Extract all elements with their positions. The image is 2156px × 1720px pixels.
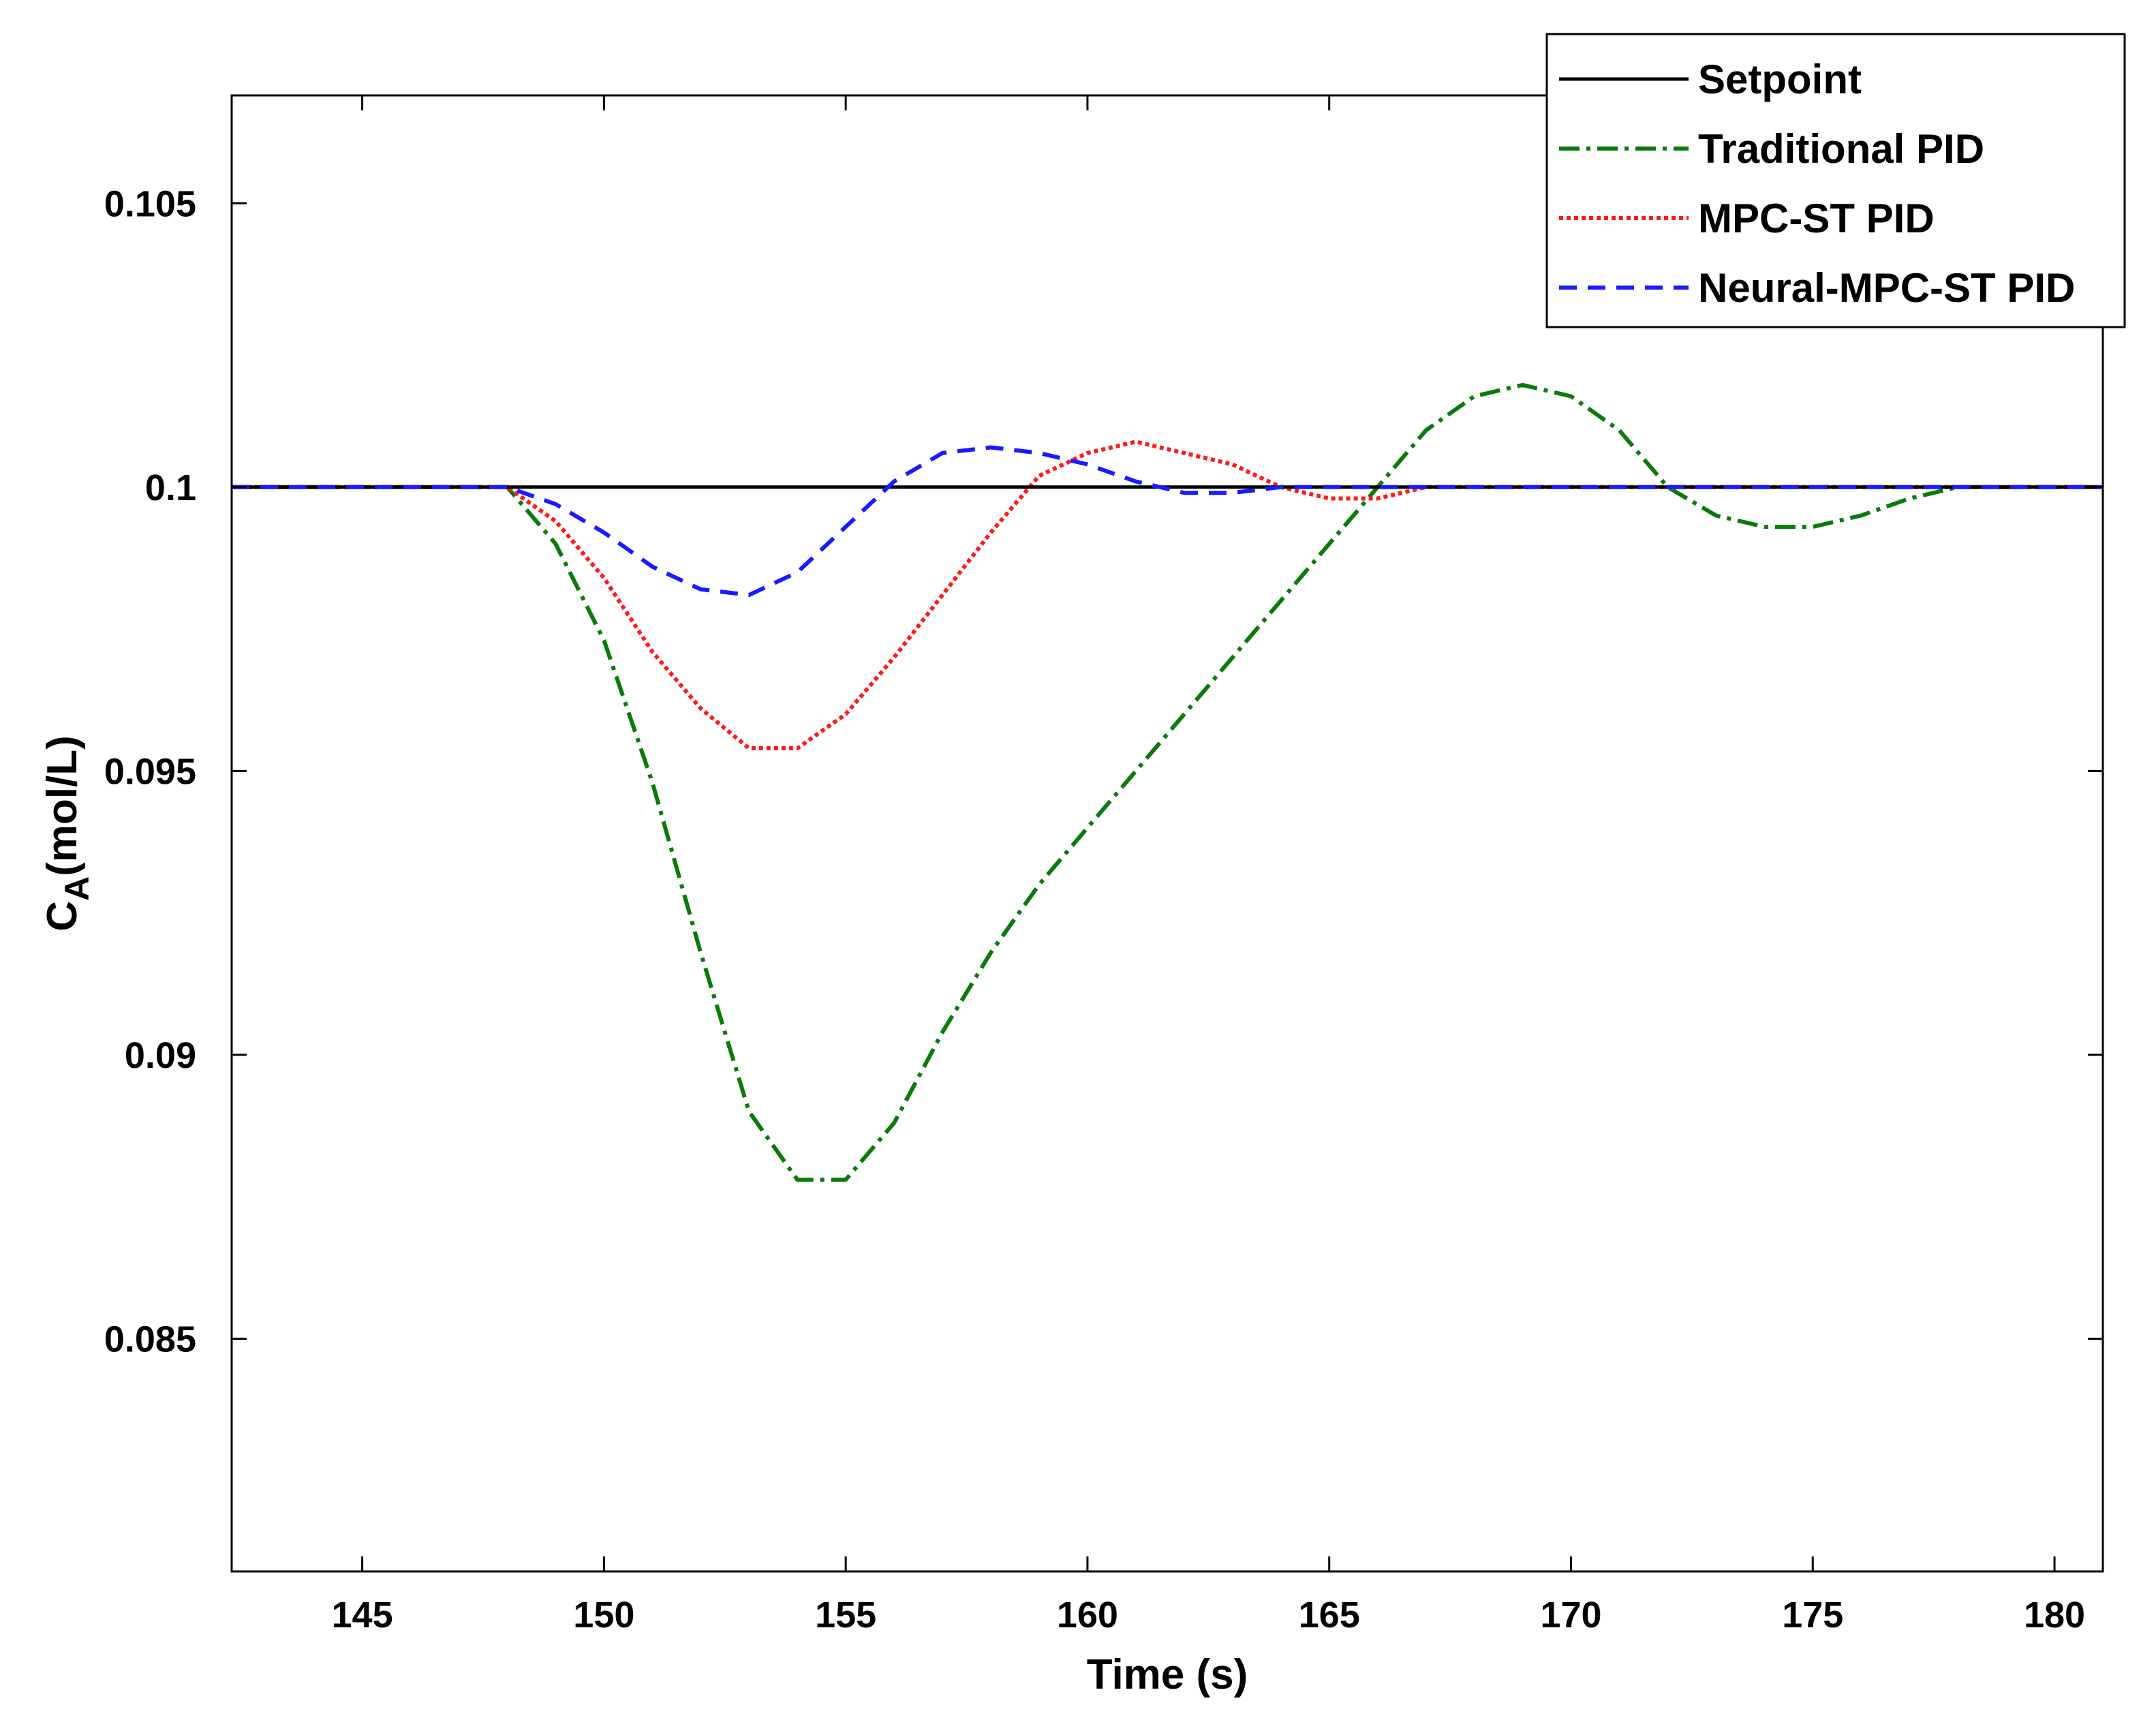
- y-axis-title-main: C: [39, 901, 86, 932]
- x-tick-label: 155: [815, 1595, 876, 1635]
- legend-box: [1545, 33, 2126, 328]
- x-tick-label: 150: [573, 1595, 634, 1635]
- series-line-1: [232, 382, 2103, 1182]
- x-tick-label: 170: [1540, 1595, 1601, 1635]
- ticks-layer: 145 150 155 160 165 170 175 180 0.085 0.09 0.095 0.…: [104, 95, 2103, 1635]
- x-tick-label: 175: [1782, 1595, 1843, 1635]
- legend-entry-label: Traditional PID: [1698, 126, 1984, 172]
- plot-area-frame: [230, 94, 2104, 1573]
- y-tick-label: 0.09: [125, 1035, 196, 1076]
- x-tick-label: 180: [2024, 1595, 2085, 1635]
- series-line-2: [232, 440, 2103, 750]
- legend-entry-label: Setpoint: [1698, 57, 1862, 102]
- x-tick-label: 160: [1057, 1595, 1118, 1635]
- legend-entry-label: MPC-ST PID: [1698, 196, 1935, 241]
- x-tick-label: 165: [1299, 1595, 1360, 1635]
- x-tick-label: 145: [332, 1595, 393, 1635]
- y-tick-label: 0.1: [145, 467, 196, 508]
- x-axis-title: Time (s): [1087, 1651, 1248, 1698]
- legend: Setpoint Traditional PID MPC-ST PID Neural-…: [1545, 33, 2126, 328]
- y-axis-title-unit: (mol/L): [39, 735, 86, 876]
- y-axis-title-subscript: A: [58, 876, 96, 901]
- y-tick-label: 0.085: [104, 1319, 196, 1360]
- y-axis-title: CA(mol/L): [39, 735, 96, 932]
- y-tick-label: 0.105: [104, 183, 196, 224]
- series-layer: [232, 382, 2103, 1182]
- series-line-3: [232, 445, 2103, 598]
- y-tick-label: 0.095: [104, 751, 196, 792]
- legend-entry-label: Neural-MPC-ST PID: [1698, 265, 2075, 311]
